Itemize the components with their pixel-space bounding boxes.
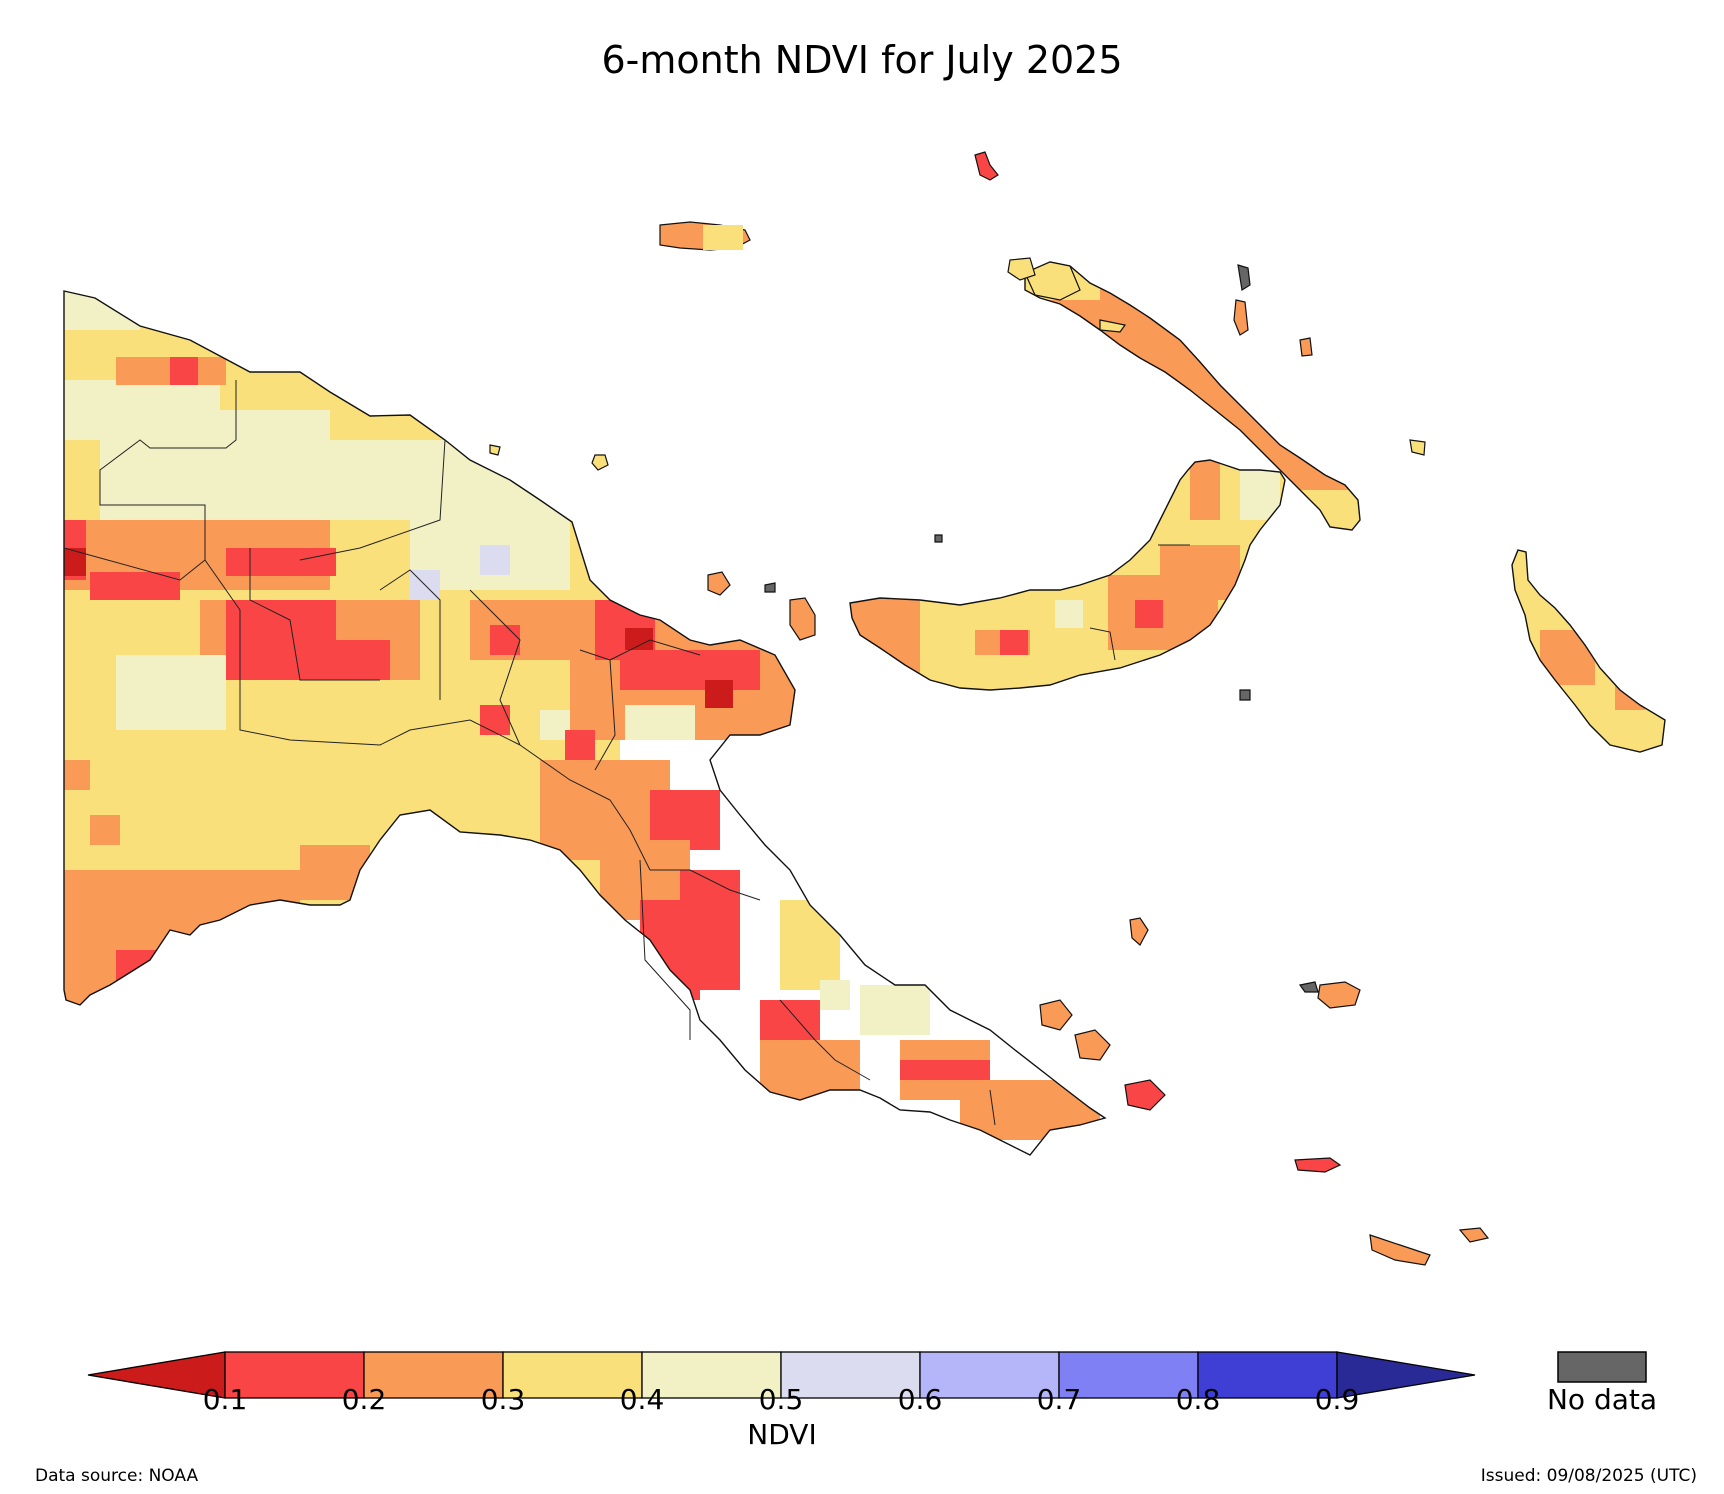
- ndvi-map: [63, 151, 1666, 1266]
- colorbar-tick: 0.3: [480, 1383, 526, 1416]
- islands: [489, 151, 1490, 1266]
- new-hanover-island: [1099, 319, 1127, 333]
- data-source: Data source: NOAA: [35, 1466, 199, 1486]
- colorbar-tick: 0.1: [202, 1383, 248, 1416]
- colorbar-bin: [641, 1351, 782, 1399]
- nw-new-ireland-island: [1024, 261, 1081, 301]
- long-island: [789, 597, 816, 641]
- issued-date: Issued: 09/08/2025 (UTC): [1480, 1466, 1697, 1486]
- colorbar-bin: [363, 1351, 504, 1399]
- colorbar-bin: [780, 1351, 921, 1399]
- kiriwina-island: [1007, 257, 1036, 281]
- misima-island: [1458, 1227, 1490, 1243]
- nissan-island: [1409, 439, 1426, 456]
- colorbar-tick: 0.5: [758, 1383, 804, 1416]
- colorbar-arrow-high: [1336, 1351, 1476, 1399]
- manus-east-cell: [703, 225, 743, 250]
- trobriand-nodata: [1298, 981, 1319, 993]
- small-island-3: [1239, 689, 1251, 701]
- colorbar-bin: [919, 1351, 1060, 1399]
- sudest-island: [1369, 1234, 1431, 1266]
- colorbar-bin: [502, 1351, 643, 1399]
- small-island-2: [934, 534, 943, 543]
- lihir-island: [1233, 299, 1249, 336]
- feni-island: [1299, 337, 1313, 357]
- wuvulu-island: [489, 444, 501, 456]
- umboi-island: [591, 454, 609, 471]
- rossel-island: [1294, 1157, 1342, 1173]
- small-island-1: [764, 582, 776, 593]
- colorbar-bin: [1197, 1351, 1338, 1399]
- colorbar-tick: 0.9: [1314, 1383, 1360, 1416]
- woodlark-island: [1317, 981, 1361, 1009]
- karkar-island: [707, 571, 731, 596]
- coastline-outlines: [63, 261, 1666, 1156]
- colorbar-bin: [224, 1351, 365, 1399]
- colorbar-tick: 0.2: [341, 1383, 387, 1416]
- colorbar-tick: 0.6: [897, 1383, 943, 1416]
- colorbar-tick: 0.8: [1175, 1383, 1221, 1416]
- trobriand-island: [1129, 917, 1149, 946]
- colorbar-label: NDVI: [747, 1418, 817, 1451]
- fergusson-island: [1039, 999, 1073, 1031]
- nodata-label: No data: [1546, 1383, 1658, 1416]
- nodata-swatch: [1557, 1351, 1647, 1383]
- map-title: 6-month NDVI for July 2025: [601, 38, 1123, 82]
- province-boundaries: [63, 380, 1190, 1126]
- goodenough-island: [1074, 1029, 1111, 1061]
- colorbar-tick: 0.7: [1036, 1383, 1082, 1416]
- tabar-island: [1237, 264, 1251, 291]
- mussau-island: [974, 151, 999, 181]
- colorbar-bin: [1058, 1351, 1199, 1399]
- normanby-island: [1124, 1079, 1166, 1111]
- colorbar-tick: 0.4: [619, 1383, 665, 1416]
